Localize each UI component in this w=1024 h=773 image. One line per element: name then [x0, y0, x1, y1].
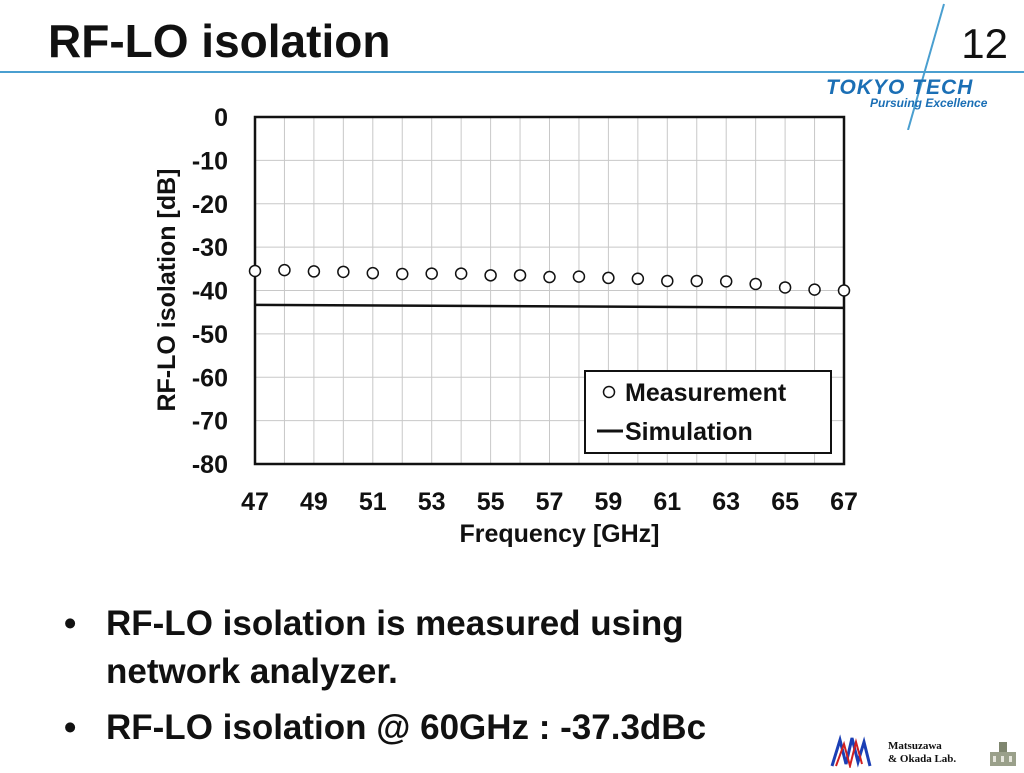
y-axis-title: RF-LO isolation [dB] — [153, 168, 181, 411]
lab-wave-icon — [830, 734, 872, 770]
x-axis-title: Frequency [GHz] — [459, 520, 659, 548]
x-tick-label: 67 — [830, 488, 858, 516]
measurement-point — [543, 270, 556, 284]
legend-measurement-label: Measurement — [625, 379, 787, 407]
measurement-point — [808, 283, 821, 296]
measurement-point — [248, 264, 262, 278]
y-tick-label: -30 — [192, 234, 228, 262]
bullet-dot-icon: • — [64, 604, 77, 643]
x-tick-label: 65 — [771, 488, 799, 516]
bullet-dot-icon: • — [64, 708, 77, 747]
measurement-point — [719, 275, 733, 288]
measurement-point — [631, 272, 645, 286]
lab-logo: Matsuzawa & Okada Lab. — [830, 734, 1020, 770]
measurement-point — [778, 281, 792, 294]
slide-title: RF-LO isolation — [48, 15, 391, 67]
measurement-point — [661, 274, 674, 288]
bullet-item: • RF-LO isolation @ 60GHz : -37.3dBc — [62, 704, 822, 752]
logo-main-text: TOKYO TECH — [826, 76, 974, 99]
measurement-point — [602, 271, 615, 285]
measurement-point — [454, 267, 468, 280]
x-tick-label: 49 — [300, 488, 328, 516]
x-tick-label: 55 — [477, 488, 505, 516]
legend-box — [584, 370, 832, 454]
measurement-point — [484, 269, 497, 282]
bullet-text: RF-LO isolation @ 60GHz : -37.3dBc — [106, 708, 707, 747]
lab-name-line1: Matsuzawa — [888, 740, 942, 752]
x-tick-label: 51 — [359, 488, 387, 516]
y-tick-label: -60 — [192, 364, 228, 392]
x-tick-label: 53 — [418, 488, 446, 516]
measurement-point — [425, 267, 438, 280]
bullet-text: RF-LO isolation is measured using networ… — [106, 604, 684, 691]
y-tick-label: 0 — [214, 104, 228, 132]
logo-sub-text: Pursuing Excellence — [870, 96, 988, 110]
measurement-point — [572, 270, 586, 283]
y-tick-label: -80 — [192, 451, 228, 479]
building-icon — [990, 742, 1016, 766]
measurement-point — [366, 266, 380, 280]
legend-simulation-label: Simulation — [625, 418, 753, 446]
measurement-point — [278, 263, 291, 277]
measurement-point — [690, 274, 703, 288]
y-tick-label: -50 — [192, 321, 228, 349]
header-slash-line — [907, 3, 945, 130]
measurement-point — [513, 269, 527, 282]
x-tick-label: 59 — [594, 488, 622, 516]
legend-measurement-marker — [602, 385, 616, 399]
x-tick-label: 61 — [653, 488, 681, 516]
x-tick-label: 57 — [536, 488, 564, 516]
x-tick-label: 63 — [712, 488, 740, 516]
isolation-chart: 47 49 51 53 55 57 59 61 63 65 67 0 -10 -20 -30 -40 -50 -6… — [153, 104, 858, 548]
measurement-point — [396, 267, 409, 281]
simulation-line — [254, 303, 845, 310]
y-tick-label: -10 — [192, 147, 228, 175]
measurement-point — [837, 284, 851, 297]
measurement-point — [337, 265, 350, 279]
x-tick-label: 47 — [241, 488, 269, 516]
y-tick-label: -40 — [192, 278, 228, 306]
tokyo-tech-logo: TOKYO TECH Pursuing Excellence — [826, 76, 1016, 116]
measurement-point — [749, 277, 762, 291]
measurement-point — [307, 265, 321, 278]
y-tick-label: -20 — [192, 191, 228, 219]
lab-name: Matsuzawa & Okada Lab. — [888, 740, 956, 766]
slide-number: 12 — [961, 20, 1008, 67]
y-tick-label: -70 — [192, 408, 228, 436]
lab-name-line2: & Okada Lab. — [888, 753, 957, 765]
title-rule — [0, 71, 1024, 73]
bullet-item: • RF-LO isolation is measured using netwo… — [62, 600, 822, 696]
bullet-list: • RF-LO isolation is measured using netwo… — [62, 600, 822, 752]
